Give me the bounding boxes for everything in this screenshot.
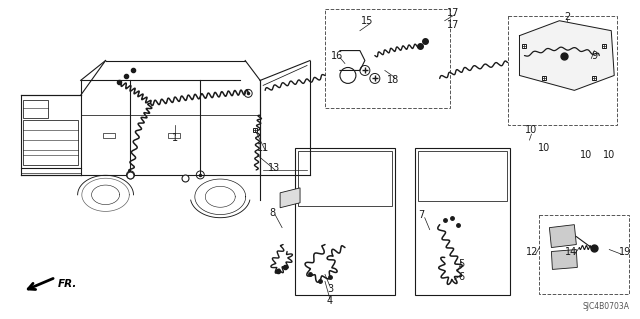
Text: 1: 1 (172, 133, 179, 143)
Text: 14: 14 (565, 247, 577, 256)
Bar (415, 148, 509, 295)
Text: 10: 10 (538, 143, 550, 153)
Text: 7: 7 (419, 210, 425, 220)
Text: 6: 6 (459, 272, 465, 282)
Polygon shape (280, 188, 300, 208)
Polygon shape (549, 225, 577, 248)
Text: 8: 8 (269, 208, 275, 218)
Text: SJC4B0703A: SJC4B0703A (582, 302, 629, 311)
Bar (418, 151, 506, 201)
Polygon shape (552, 249, 577, 270)
Text: 10: 10 (580, 150, 593, 160)
Text: 9: 9 (591, 50, 597, 61)
Text: 2: 2 (564, 12, 570, 22)
Text: 5: 5 (458, 259, 465, 270)
Bar (508, 16, 617, 125)
Text: 11: 11 (257, 143, 269, 153)
Bar (298, 151, 392, 206)
Text: 19: 19 (619, 247, 631, 256)
Text: 3: 3 (327, 284, 333, 294)
Bar (23, 120, 77, 165)
Bar (168, 133, 180, 138)
Text: 18: 18 (387, 75, 399, 85)
Text: 15: 15 (361, 16, 373, 26)
Bar (23, 100, 48, 118)
Text: 12: 12 (526, 247, 539, 256)
Polygon shape (520, 21, 614, 90)
Text: 10: 10 (603, 150, 616, 160)
Bar (102, 133, 115, 138)
Text: 17: 17 (447, 20, 459, 30)
Bar (540, 215, 629, 294)
Text: 17: 17 (447, 8, 459, 18)
Text: 13: 13 (268, 163, 280, 173)
Text: 4: 4 (327, 296, 333, 306)
Text: 16: 16 (331, 50, 343, 61)
Bar (295, 148, 395, 295)
Text: FR.: FR. (58, 279, 77, 289)
Bar (325, 9, 450, 108)
Text: 10: 10 (525, 125, 538, 135)
